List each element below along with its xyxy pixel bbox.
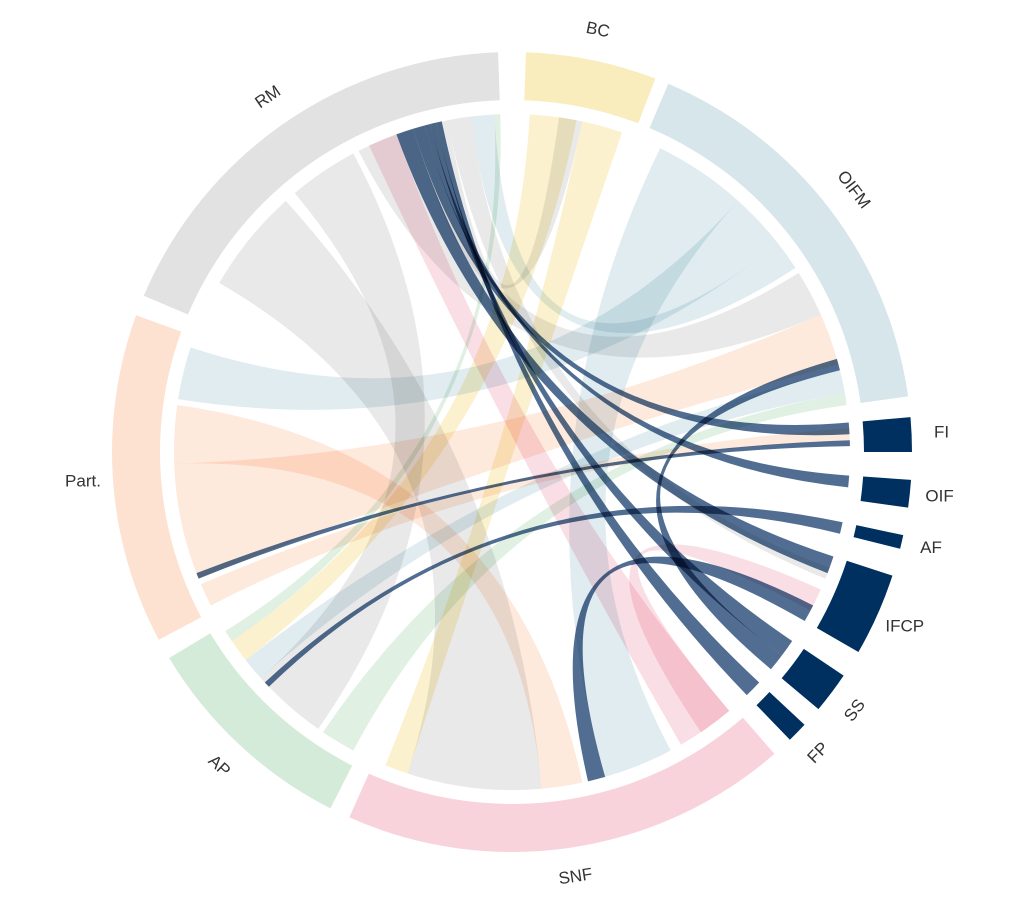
ribbon-bc-ap[interactable] [231, 114, 577, 661]
group-arc-bc[interactable] [524, 52, 656, 124]
ribbon-layer [174, 114, 850, 790]
group-arc-af[interactable] [853, 525, 904, 549]
ribbon-ifcp-snf[interactable] [572, 556, 814, 782]
ribbon-oifm-ap[interactable] [245, 370, 845, 679]
group-label-oifm: OIFM [833, 167, 874, 212]
ribbon-af-ap[interactable] [264, 505, 843, 687]
group-arc-fi[interactable] [862, 417, 913, 452]
ribbon-rm-snf[interactable] [219, 200, 542, 790]
group-label-ap: AP [205, 751, 235, 780]
group-arc-rm[interactable] [143, 52, 500, 315]
group-label-af: AF [920, 538, 942, 557]
group-arc-ifcp[interactable] [816, 560, 893, 652]
group-label-ifcp: IFCP [885, 616, 924, 635]
group-label-bc: BC [584, 18, 611, 41]
ribbon-oif-rm[interactable] [424, 124, 850, 488]
group-arc-oifm[interactable] [649, 83, 909, 404]
group-arc-part[interactable] [111, 315, 202, 640]
group-label-rm: RM [252, 81, 285, 112]
group-arc-ss[interactable] [781, 648, 844, 710]
group-arc-layer [111, 52, 913, 852]
group-arc-oif[interactable] [860, 476, 912, 508]
group-label-part: Part. [65, 471, 101, 490]
ribbon-snf-rm[interactable] [369, 134, 730, 745]
group-arc-fp[interactable] [756, 692, 805, 740]
ribbon-rm-ap[interactable] [260, 153, 425, 729]
group-label-fi: FI [934, 423, 949, 442]
ribbon-part-snf[interactable] [174, 404, 583, 789]
group-arc-ap[interactable] [169, 633, 353, 809]
group-label-snf: SNF [557, 864, 593, 888]
ribbon-ss-oifm[interactable] [656, 358, 840, 670]
group-label-fp: FP [804, 738, 833, 767]
group-arc-snf[interactable] [349, 717, 775, 852]
group-label-ss: SS [840, 695, 869, 725]
group-label-oif: OIF [925, 486, 953, 505]
